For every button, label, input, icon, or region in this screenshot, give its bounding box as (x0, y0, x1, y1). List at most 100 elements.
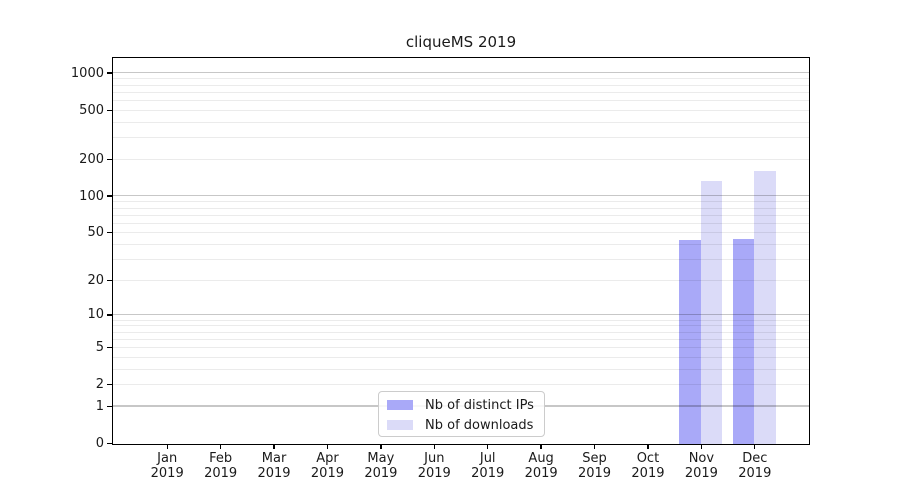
gridline-minor-20 (113, 279, 809, 281)
y-tick-100 (107, 195, 113, 197)
x-tick-jan-2019 (166, 444, 168, 450)
gridline-minor-900 (113, 78, 809, 80)
gridline-major-1000 (113, 72, 809, 74)
x-label-year: 2019 (471, 466, 505, 482)
bar-dec-2019-downloads (754, 171, 776, 444)
x-label-month: Jun (424, 450, 445, 466)
gridline-minor-200 (113, 158, 809, 160)
x-label-month: Sep (582, 450, 607, 466)
x-tick-dec-2019 (754, 444, 756, 450)
y-tick-1000 (107, 72, 113, 74)
x-label-month: Apr (316, 450, 339, 466)
legend-row-downloads: Nb of downloads (379, 415, 544, 435)
y-tick-500 (107, 109, 113, 111)
x-label-month: Mar (261, 450, 287, 466)
x-tick-aug-2019 (540, 444, 542, 450)
y-tick-label-100: 100 (79, 188, 104, 204)
y-tick-label-2: 2 (95, 377, 104, 393)
legend-label-downloads: Nb of downloads (425, 417, 534, 433)
gridline-minor-800 (113, 84, 809, 86)
y-tick-label-1: 1 (95, 398, 104, 414)
bar-dec-2019-distinct-ips (732, 238, 755, 444)
legend: Nb of distinct IPs Nb of downloads (378, 391, 545, 437)
legend-row-distinct-ips: Nb of distinct IPs (379, 395, 544, 415)
x-tick-label-jun-2019: Jun 2019 (399, 451, 469, 482)
bar-nov-2019-distinct-ips (679, 239, 701, 444)
x-label-month: Feb (209, 450, 233, 466)
x-label-year: 2019 (150, 466, 184, 482)
y-tick-label-0: 0 (95, 436, 104, 452)
x-tick-label-jul-2019: Jul 2019 (453, 451, 523, 482)
y-tick-label-5: 5 (95, 339, 104, 355)
y-tick-label-50: 50 (87, 225, 104, 241)
gridline-minor-9 (113, 319, 809, 321)
x-label-month: May (367, 450, 395, 466)
y-tick-label-200: 200 (79, 151, 104, 167)
gridline-minor-4 (113, 356, 809, 358)
y-tick-200 (107, 158, 113, 160)
x-label-year: 2019 (310, 466, 344, 482)
x-label-year: 2019 (577, 466, 612, 482)
gridline-minor-600 (113, 100, 809, 101)
y-tick-50 (107, 232, 113, 234)
gridline-minor-400 (113, 121, 809, 123)
bar-nov-2019-downloads (700, 180, 723, 444)
x-label-year: 2019 (257, 466, 291, 482)
y-tick-20 (107, 279, 113, 281)
x-label-year: 2019 (204, 466, 238, 482)
x-label-month: Nov (688, 450, 715, 466)
x-label-year: 2019 (364, 466, 398, 482)
gridline-minor-70 (113, 214, 809, 216)
x-label-month: Jan (157, 450, 178, 466)
x-tick-may-2019 (380, 444, 382, 450)
x-tick-label-feb-2019: Feb 2019 (186, 451, 256, 482)
x-label-year: 2019 (524, 466, 558, 482)
x-label-month: Aug (528, 450, 554, 466)
y-tick-label-1000: 1000 (70, 65, 104, 81)
y-tick-5 (107, 346, 113, 349)
x-tick-label-sep-2019: Sep 2019 (560, 451, 630, 482)
gridline-minor-300 (113, 137, 809, 139)
plot-area (112, 57, 810, 445)
gridline-minor-90 (113, 201, 809, 203)
gridline-minor-60 (113, 222, 809, 224)
chart-title: cliqueMS 2019 (405, 33, 517, 51)
x-tick-oct-2019 (647, 444, 649, 450)
x-tick-label-dec-2019: Dec 2019 (720, 451, 790, 482)
x-tick-apr-2019 (326, 444, 329, 450)
gridline-minor-40 (113, 244, 809, 246)
y-tick-label-10: 10 (87, 307, 104, 323)
gridline-minor-8 (113, 325, 809, 327)
x-label-year: 2019 (631, 466, 665, 482)
gridline-minor-7 (113, 331, 809, 333)
gridline-minor-30 (113, 259, 809, 261)
x-tick-feb-2019 (219, 444, 222, 450)
x-tick-label-mar-2019: Mar 2019 (239, 451, 309, 482)
x-tick-label-aug-2019: Aug 2019 (506, 451, 576, 482)
x-tick-label-oct-2019: Oct 2019 (613, 451, 683, 482)
x-tick-nov-2019 (700, 444, 703, 450)
y-tick-label-20: 20 (87, 272, 104, 288)
gridline-minor-700 (113, 91, 809, 93)
gridline-minor-6 (113, 338, 809, 340)
gridline-major-100 (113, 195, 809, 197)
y-tick-1 (107, 405, 113, 408)
gridline-minor-3 (113, 368, 809, 370)
x-tick-label-jan-2019: Jan 2019 (132, 451, 202, 482)
y-tick-10 (107, 314, 113, 316)
x-label-year: 2019 (417, 466, 451, 482)
x-label-month: Dec (742, 450, 768, 466)
x-tick-jun-2019 (433, 444, 435, 450)
x-tick-jul-2019 (487, 444, 489, 450)
x-label-month: Jul (479, 450, 496, 466)
x-label-year: 2019 (738, 466, 772, 482)
y-tick-label-500: 500 (79, 102, 104, 118)
x-label-year: 2019 (684, 466, 718, 482)
gridline-minor-50 (113, 232, 809, 234)
legend-label-distinct-ips: Nb of distinct IPs (425, 397, 534, 413)
x-tick-label-apr-2019: Apr 2019 (292, 451, 362, 482)
y-tick-0 (107, 442, 113, 445)
x-tick-label-may-2019: May 2019 (346, 451, 416, 482)
gridline-minor-500 (113, 109, 809, 111)
